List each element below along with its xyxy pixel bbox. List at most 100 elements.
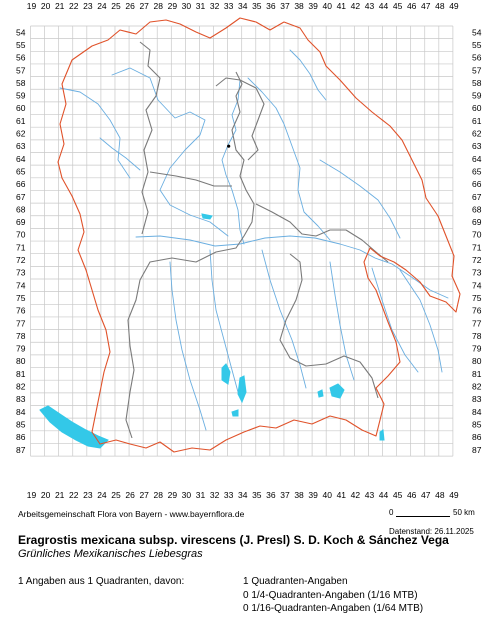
district-border-middle-north (149, 171, 232, 187)
row-label: 78 (16, 331, 26, 341)
column-label: 31 (196, 1, 206, 11)
column-label: 46 (407, 1, 417, 11)
row-label: 69 (472, 217, 482, 227)
column-label: 39 (308, 490, 318, 500)
row-label: 54 (16, 27, 26, 37)
row-label: 62 (472, 129, 482, 139)
column-label: 21 (55, 490, 65, 500)
row-label: 66 (472, 179, 482, 189)
river-east-2 (319, 159, 401, 239)
row-label: 84 (472, 407, 482, 417)
river-nw (99, 137, 141, 171)
district-border-franconia-south (127, 71, 255, 321)
river-south-2 (209, 249, 239, 393)
lake-small-1 (317, 389, 324, 398)
column-label: 41 (337, 490, 347, 500)
row-label: 72 (16, 255, 26, 265)
row-labels-left: 54 55 56 57 58 59 60 61 62 63 64 65 66 67 68 69 70 71 72 73… (16, 27, 26, 454)
column-label: 20 (41, 490, 51, 500)
row-label: 86 (16, 432, 26, 442)
lake-small-3 (231, 409, 239, 417)
lake-small-4 (379, 429, 385, 441)
row-label: 69 (16, 217, 26, 227)
column-label: 30 (182, 1, 192, 11)
district-border-upper-palatinate (255, 203, 389, 263)
column-label: 25 (111, 1, 121, 11)
river-main (135, 235, 449, 299)
row-label: 80 (472, 356, 482, 366)
row-label: 57 (16, 65, 26, 75)
column-label: 25 (111, 490, 121, 500)
scale-bar (396, 516, 450, 517)
row-labels-right: 54 55 56 57 58 59 60 61 62 63 64 65 66 67 68 69 70 71 72 73… (472, 27, 482, 454)
column-label: 40 (322, 490, 332, 500)
row-label: 70 (472, 230, 482, 240)
row-label: 82 (16, 382, 26, 392)
district-border-west-franconia (139, 41, 161, 235)
map-grid (30, 25, 454, 457)
column-label: 23 (83, 1, 93, 11)
row-label: 56 (16, 53, 26, 63)
district-border-lower-bavaria (279, 253, 379, 399)
sixteenth-quadrant-count: 0 1/16-Quadranten-Angaben (1/64 MTB) (243, 603, 424, 614)
river-south-1 (169, 261, 207, 431)
row-label: 58 (16, 78, 26, 88)
column-label: 22 (69, 490, 79, 500)
column-label: 47 (421, 1, 431, 11)
datestamp: Datenstand: 26.11.2025 (389, 527, 474, 536)
column-label: 33 (224, 490, 234, 500)
column-label: 41 (337, 1, 347, 11)
row-label: 55 (472, 40, 482, 50)
row-label: 66 (16, 179, 26, 189)
row-label: 71 (472, 242, 482, 252)
column-label: 42 (351, 1, 361, 11)
column-label: 27 (139, 490, 149, 500)
column-label: 38 (294, 1, 304, 11)
district-borders (125, 41, 389, 439)
occurrence-dot (227, 144, 231, 148)
column-label: 48 (435, 490, 445, 500)
rivers (59, 49, 449, 431)
distribution-map: 19 20 21 22 23 24 25 26 27 28 29 30 31 32 33 34 35 36 37 38… (16, 1, 482, 500)
column-label: 35 (252, 1, 262, 11)
column-label: 24 (97, 1, 107, 11)
column-label: 19 (27, 1, 37, 11)
river-se (399, 269, 443, 373)
column-label: 32 (210, 1, 220, 11)
species-scientific-name: Eragrostis mexicana subsp. virescens (J.… (18, 533, 449, 547)
column-label: 29 (168, 1, 178, 11)
row-label: 57 (472, 65, 482, 75)
column-label: 31 (196, 490, 206, 500)
row-label: 63 (472, 141, 482, 151)
column-labels-top: 19 20 21 22 23 24 25 26 27 28 29 30 31 32 33 34 35 36 37 38… (27, 1, 459, 11)
column-label: 22 (69, 1, 79, 11)
river-east-north (247, 77, 331, 241)
row-label: 68 (472, 204, 482, 214)
lake-starnberg (237, 375, 247, 404)
column-label: 24 (97, 490, 107, 500)
quarter-quadrant-count: 0 1/4-Quadranten-Angaben (1/16 MTB) (243, 590, 418, 601)
row-label: 86 (472, 432, 482, 442)
column-labels-bottom: 19 20 21 22 23 24 25 26 27 28 29 30 31 32 33 34 35 36 37 38… (27, 490, 459, 500)
column-label: 45 (393, 490, 403, 500)
lake-chiemsee (329, 383, 345, 399)
row-label: 56 (472, 53, 482, 63)
row-label: 75 (472, 293, 482, 303)
records-summary: 1 Angaben aus 1 Quadranten, davon: (18, 576, 185, 587)
credits-text: Arbeitsgemeinschaft Flora von Bayern - w… (18, 509, 245, 519)
river-south-5 (371, 267, 419, 373)
district-border-swabia-upperbavaria (125, 319, 135, 439)
column-label: 29 (168, 490, 178, 500)
column-label: 49 (449, 1, 459, 11)
column-label: 32 (210, 490, 220, 500)
river-north (221, 79, 245, 245)
column-label: 23 (83, 490, 93, 500)
row-label: 87 (472, 445, 482, 455)
column-label: 19 (27, 490, 37, 500)
row-label: 67 (472, 192, 482, 202)
row-label: 68 (16, 204, 26, 214)
row-label: 64 (472, 154, 482, 164)
species-common-name: Grünliches Mexikanisches Liebesgras (18, 548, 203, 560)
column-label: 38 (294, 490, 304, 500)
